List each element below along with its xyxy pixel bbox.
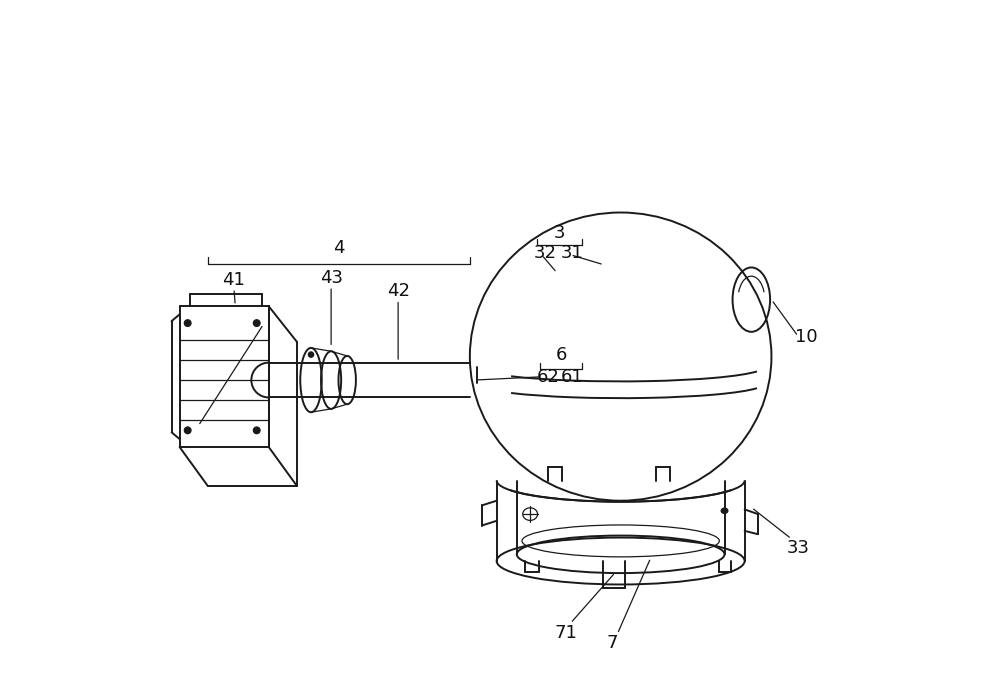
Text: 71: 71	[554, 624, 577, 642]
Ellipse shape	[184, 320, 191, 326]
Text: 31: 31	[561, 244, 584, 262]
Text: 4: 4	[333, 239, 345, 257]
Text: 6: 6	[555, 347, 567, 364]
Text: 7: 7	[607, 635, 618, 652]
Text: 62: 62	[537, 367, 560, 386]
Text: 43: 43	[320, 269, 343, 287]
Text: 41: 41	[222, 271, 245, 289]
Text: 32: 32	[534, 244, 557, 262]
Text: 33: 33	[787, 538, 810, 557]
Text: 10: 10	[795, 328, 818, 345]
Ellipse shape	[253, 427, 260, 433]
Ellipse shape	[308, 352, 314, 357]
Ellipse shape	[184, 427, 191, 433]
Ellipse shape	[253, 320, 260, 326]
Ellipse shape	[721, 508, 728, 513]
Text: 42: 42	[387, 282, 410, 300]
Text: 3: 3	[554, 223, 565, 242]
Text: 61: 61	[561, 367, 584, 386]
